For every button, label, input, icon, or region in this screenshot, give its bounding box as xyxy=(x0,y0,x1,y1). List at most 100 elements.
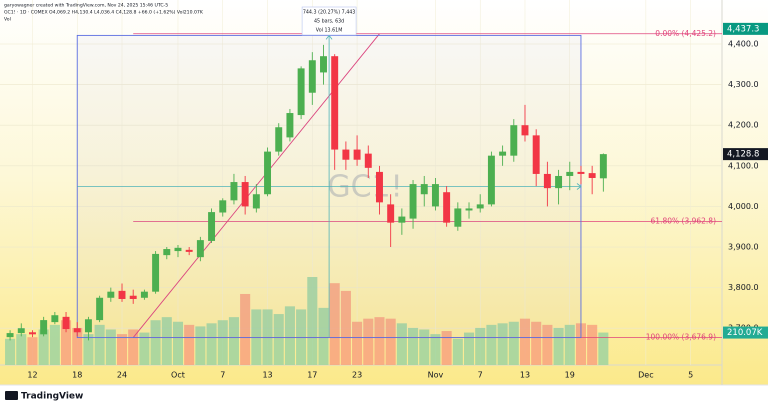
candle-body xyxy=(230,182,238,201)
price-label-box xyxy=(723,148,768,161)
candle-body xyxy=(555,175,563,189)
candle-body xyxy=(40,320,48,335)
candle-body xyxy=(387,204,395,223)
y-tick-label: 4,300.0 xyxy=(728,80,759,89)
fib-label: 100.00% (3,676.9) xyxy=(646,333,716,342)
fib-label: 61.80% (3,962.8) xyxy=(651,217,717,226)
credit: garyowagner created with TradingView.com… xyxy=(4,3,168,9)
candles xyxy=(6,44,607,341)
volume-bar xyxy=(5,338,16,365)
candle-body xyxy=(152,253,160,292)
volume-bar xyxy=(27,337,38,365)
footer xyxy=(0,385,768,408)
candle-body xyxy=(62,316,70,330)
volume-bar xyxy=(486,324,497,365)
volume-bar xyxy=(329,283,340,365)
volume-bar xyxy=(105,329,116,365)
x-tick-label: 23 xyxy=(352,371,362,380)
volume-bar xyxy=(430,334,441,365)
volume-bar xyxy=(273,314,284,365)
volume-bar xyxy=(542,324,553,365)
volume-bar xyxy=(83,334,94,365)
candle-body xyxy=(252,194,260,209)
candle-body xyxy=(588,173,596,178)
price-label-box xyxy=(723,22,768,35)
volume-bar xyxy=(587,324,598,365)
volume-bar xyxy=(72,327,83,365)
candle-body xyxy=(577,171,585,174)
volume-bar xyxy=(340,290,351,365)
measure-text: 45 bars, 63d xyxy=(314,19,344,25)
volume-bar xyxy=(161,317,172,365)
arrow-head xyxy=(325,34,333,40)
candle-body xyxy=(443,192,451,223)
volume-bar xyxy=(374,317,385,365)
volume-bar xyxy=(385,318,396,365)
candle-body xyxy=(420,184,428,195)
volume-bar xyxy=(463,332,475,365)
volume-bar xyxy=(139,332,150,365)
x-tick-label: 18 xyxy=(72,371,82,380)
arrow-head xyxy=(576,183,582,190)
y-tick-label: 3,900.0 xyxy=(728,243,759,252)
candle-body xyxy=(342,149,350,160)
y-tick-label: 4,400.0 xyxy=(728,40,759,49)
candle-body xyxy=(163,249,171,256)
candle-body xyxy=(454,208,462,227)
candle-body xyxy=(476,204,484,209)
volume-bar xyxy=(240,293,251,365)
candle-body xyxy=(364,153,372,168)
volume-bar xyxy=(38,329,49,365)
volume-bar xyxy=(419,329,430,365)
drawings: 0.00% (4,425.2) 61.80% (3,962.8) 100.00% (… xyxy=(76,6,722,342)
volume-bar xyxy=(363,318,374,365)
candle-body xyxy=(118,290,126,299)
volume-bar xyxy=(475,327,486,365)
x-tick-label: 24 xyxy=(117,371,127,380)
candle-body xyxy=(499,151,507,156)
candle-body xyxy=(219,200,227,213)
candle-body xyxy=(331,56,339,150)
candle-body xyxy=(185,249,193,252)
candle-body xyxy=(51,315,59,323)
candle-body xyxy=(208,212,216,241)
volume-bar xyxy=(61,320,72,365)
volume-bar xyxy=(575,323,586,365)
candle-body xyxy=(521,125,529,136)
x-tick-label: 17 xyxy=(307,371,317,380)
volume-bar xyxy=(116,334,128,365)
volume-bar xyxy=(307,277,318,365)
candle-body xyxy=(353,149,361,160)
volume-bar xyxy=(508,321,519,365)
volume-bar xyxy=(531,321,542,365)
fib-label: 0.00% (4,425.2) xyxy=(655,29,716,38)
volume-bar xyxy=(553,327,564,365)
candle-body xyxy=(487,155,495,205)
volume-bar xyxy=(497,323,508,365)
x-tick-label: 19 xyxy=(565,371,575,380)
candle-body xyxy=(140,291,148,298)
measure-tooltip xyxy=(301,6,357,36)
volume-label-box xyxy=(723,326,768,339)
x-tick-label: 12 xyxy=(27,371,37,380)
volume-bar xyxy=(452,338,463,365)
volume-title: Vol xyxy=(4,17,11,23)
measure-text: Vol 13.61M xyxy=(316,28,343,34)
candle-body xyxy=(286,113,294,138)
candle-body xyxy=(510,125,518,156)
volume-bar xyxy=(441,331,452,365)
candle-body xyxy=(566,171,574,176)
candle-body xyxy=(28,332,36,335)
volume-bar xyxy=(408,327,419,365)
candle-body xyxy=(129,295,137,299)
candle-body xyxy=(96,297,104,321)
candle-body xyxy=(241,182,249,207)
volume-bar xyxy=(49,324,60,365)
x-tick-label: 7 xyxy=(220,371,225,380)
watermark: GC1! xyxy=(327,170,402,205)
candle-body xyxy=(107,291,115,298)
grid xyxy=(0,0,722,365)
candle-body xyxy=(543,173,551,189)
candle-body xyxy=(465,208,473,211)
candle-body xyxy=(264,151,272,195)
